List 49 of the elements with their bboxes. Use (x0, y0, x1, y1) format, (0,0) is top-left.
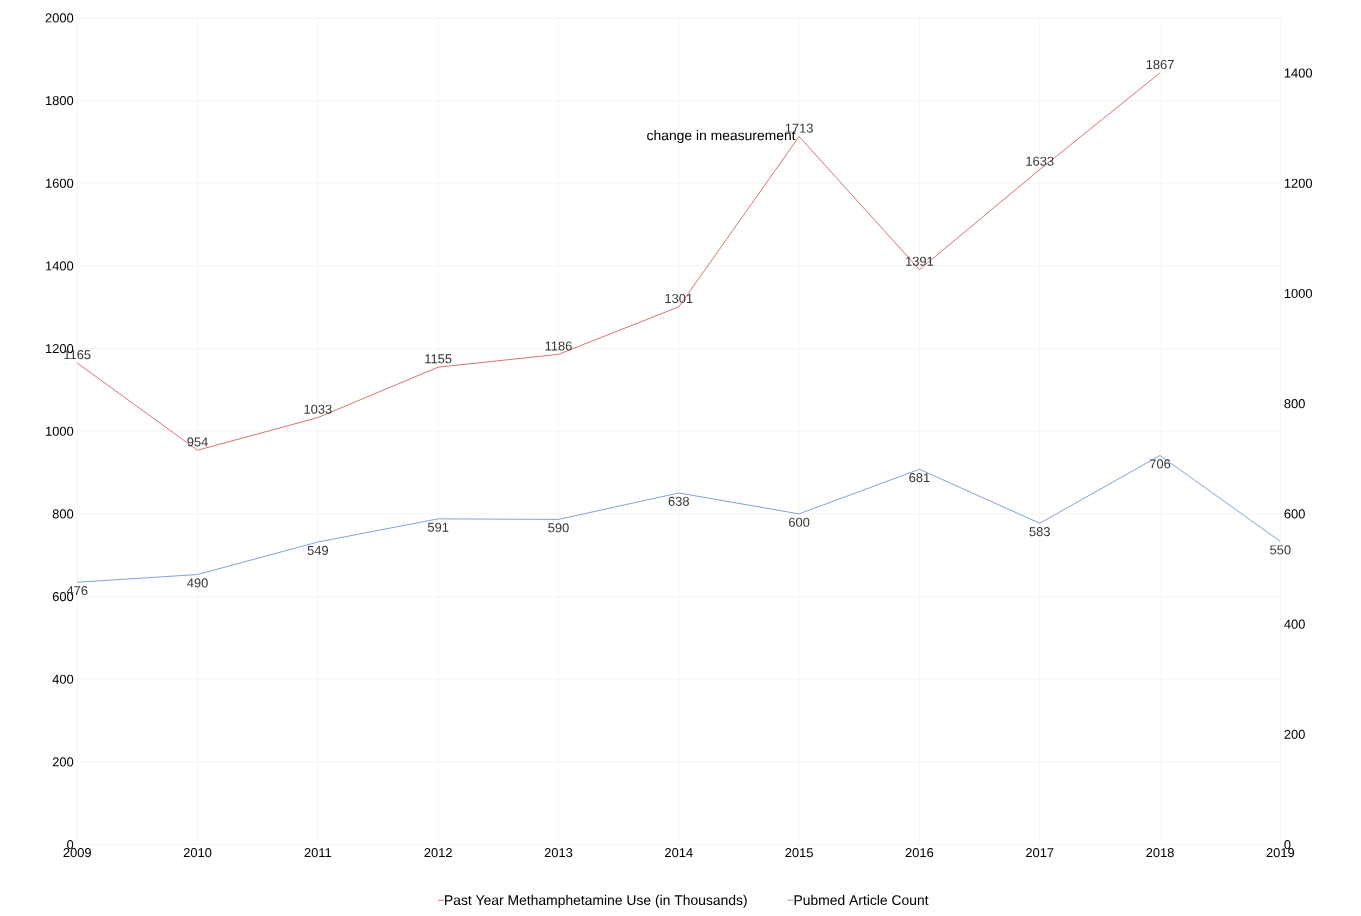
data-label: 706 (1149, 459, 1171, 469)
x-tick-label: 2009 (63, 847, 91, 858)
x-tick-label: 2011 (304, 847, 332, 858)
x-tick-label: 2012 (424, 847, 452, 858)
data-label: 1867 (1146, 59, 1174, 69)
x-tick-label: 2018 (1146, 847, 1174, 858)
x-tick-label: 2017 (1026, 847, 1054, 858)
y-tick-label: 400 (52, 674, 74, 684)
data-label: 549 (307, 545, 328, 555)
y2-tick-label: 200 (1284, 729, 1305, 739)
x-tick-label: 2013 (544, 847, 573, 858)
x-tick-label: 2016 (905, 847, 934, 858)
data-label: 1391 (906, 256, 934, 266)
x-tick-label: 2019 (1266, 847, 1295, 858)
data-label: 1155 (425, 354, 452, 364)
y-tick-label: 1600 (46, 178, 74, 188)
data-label: 954 (187, 437, 208, 447)
y-tick-label: 800 (52, 509, 74, 519)
data-label: 1713 (785, 123, 813, 133)
data-label: 1186 (545, 341, 572, 351)
y2-tick-label: 800 (1284, 398, 1305, 409)
data-label: 638 (668, 496, 689, 506)
data-label: 1301 (665, 293, 693, 303)
data-label: 550 (1270, 545, 1291, 555)
y-tick-label: 2000 (45, 13, 74, 23)
legend-label: Pubmed Article Count (794, 894, 929, 905)
y-tick-label: 1800 (46, 95, 74, 106)
y-tick-label: 1000 (46, 426, 74, 436)
y2-tick-label: 0 (1284, 839, 1291, 849)
data-label: 1033 (304, 404, 332, 414)
y2-tick-label: 600 (1284, 509, 1305, 519)
y-tick-label: 1400 (46, 261, 74, 271)
data-label: 1633 (1026, 156, 1054, 166)
y-tick-label: 200 (52, 757, 74, 767)
data-label: 583 (1029, 526, 1050, 537)
x-tick-label: 2014 (665, 847, 693, 858)
y2-tick-label: 1000 (1284, 288, 1313, 298)
y2-tick-label: 1200 (1284, 178, 1313, 188)
data-label: 490 (187, 578, 208, 588)
x-tick-label: 2010 (183, 847, 212, 858)
y2-tick-label: 400 (1284, 619, 1305, 629)
data-label: 600 (788, 517, 810, 527)
y-tick-label: 0 (67, 839, 74, 849)
y2-tick-label: 1400 (1284, 68, 1313, 78)
data-label: 590 (548, 523, 569, 533)
x-tick-label: 2015 (785, 847, 813, 858)
legend-label: Past Year Methamphetamine Use (in Thousands) (445, 894, 747, 908)
data-label: 591 (427, 522, 449, 532)
data-label: 681 (909, 472, 930, 483)
